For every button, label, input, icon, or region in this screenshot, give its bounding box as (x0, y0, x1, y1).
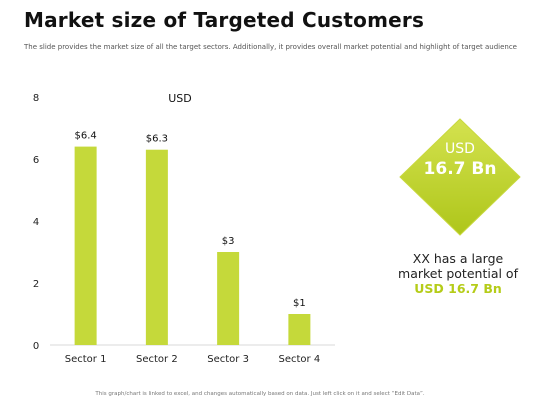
bar (145, 149, 168, 345)
page-title: Market size of Targeted Customers (24, 8, 425, 32)
y-tick-label: 4 (33, 217, 39, 228)
x-tick-label: Sector 1 (65, 354, 107, 365)
x-tick-label: Sector 3 (207, 354, 249, 365)
market-potential-value: USD 16.7 Bn (414, 281, 502, 296)
market-potential-line2: market potential of (398, 266, 518, 281)
market-potential-line1: XX has a large (412, 251, 504, 266)
bar-data-label: $6.3 (146, 134, 168, 145)
market-size-currency: USD (445, 141, 475, 157)
x-tick-label: Sector 4 (279, 354, 321, 365)
chart-title: USD (168, 92, 192, 105)
y-tick-label: 8 (33, 93, 39, 104)
bar (217, 252, 240, 345)
y-tick-label: 0 (33, 341, 39, 352)
page-subtitle: The slide provides the market size of al… (24, 43, 517, 51)
bar-data-label: $6.4 (74, 131, 96, 142)
market-size-figure: USD 16.7 Bn (398, 140, 522, 180)
x-tick-label: Sector 2 (136, 354, 178, 365)
bar (288, 314, 311, 345)
y-tick-label: 2 (33, 279, 39, 290)
chart-footnote: This graph/chart is linked to excel, and… (95, 391, 425, 397)
y-tick-label: 6 (33, 155, 39, 166)
market-size-diamond (398, 117, 522, 237)
market-size-value: 16.7 Bn (423, 159, 497, 179)
market-potential-text: XX has a large market potential of USD 1… (378, 251, 538, 296)
bar (74, 146, 97, 345)
bar-data-label: $1 (293, 298, 306, 309)
bar-data-label: $3 (222, 236, 235, 247)
